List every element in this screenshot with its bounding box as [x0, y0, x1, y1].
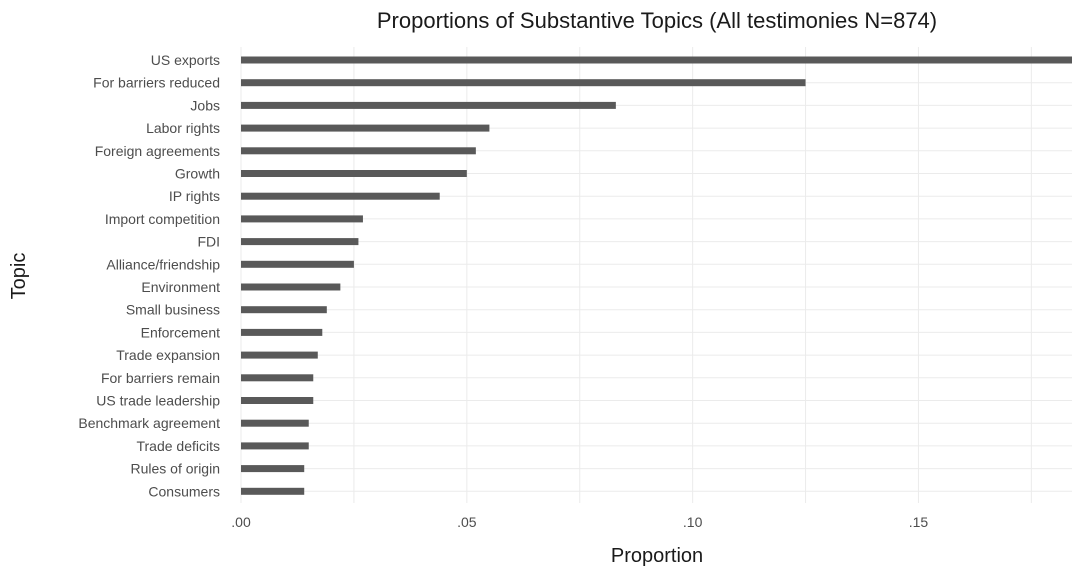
category-label: Alliance/friendship	[106, 256, 220, 272]
bar-layer	[241, 56, 1072, 495]
category-label: Foreign agreements	[95, 143, 220, 159]
bar	[241, 397, 314, 404]
category-label: For barriers remain	[101, 370, 220, 386]
category-label: Small business	[126, 302, 220, 318]
bar	[241, 328, 323, 336]
category-label: Environment	[141, 279, 220, 295]
bar	[241, 215, 363, 223]
category-labels: US exports For barriers reduced Jobs Labor …	[78, 52, 220, 499]
category-label: Rules of origin	[131, 461, 221, 477]
x-tick-label: .15	[909, 514, 929, 530]
bar	[241, 283, 341, 291]
category-label: Labor rights	[146, 120, 220, 136]
category-label: US exports	[151, 52, 220, 68]
bar	[241, 56, 1072, 64]
bar	[241, 374, 314, 382]
bar	[241, 419, 309, 427]
x-tick-label: .10	[683, 514, 703, 530]
bar	[241, 306, 327, 314]
category-label: Growth	[175, 166, 220, 182]
x-axis-title: Proportion	[611, 545, 703, 567]
bar	[241, 487, 305, 495]
category-label: For barriers reduced	[93, 75, 220, 91]
category-label: FDI	[197, 234, 220, 250]
grid-layer	[240, 47, 1072, 503]
category-label: Enforcement	[141, 324, 220, 340]
bar	[241, 147, 476, 155]
bar	[241, 192, 440, 200]
category-label: US trade leadership	[96, 393, 220, 409]
category-label: Import competition	[105, 211, 220, 227]
bar	[241, 238, 359, 246]
category-label: Consumers	[148, 483, 220, 499]
category-label: Benchmark agreement	[78, 415, 220, 431]
x-tick-labels: .00 .05 .10 .15	[231, 514, 928, 530]
x-tick-label: .00	[231, 514, 251, 530]
y-axis-title: Topic	[8, 253, 30, 300]
category-label: Trade deficits	[136, 438, 220, 454]
bar	[241, 170, 467, 177]
category-label: Jobs	[190, 97, 220, 113]
bar	[241, 101, 616, 109]
bar	[241, 465, 305, 473]
category-label: Trade expansion	[116, 347, 220, 363]
bar	[241, 442, 309, 450]
category-label: IP rights	[169, 188, 220, 204]
bar	[241, 124, 490, 132]
bar	[241, 79, 806, 87]
x-tick-label: .05	[457, 514, 477, 530]
bar	[241, 260, 354, 268]
bar	[241, 351, 318, 359]
chart-title: Proportions of Substantive Topics (All t…	[377, 8, 937, 33]
